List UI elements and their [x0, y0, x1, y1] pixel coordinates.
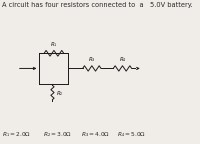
- Text: $R₁ = 2.0Ω$: $R₁ = 2.0Ω$: [2, 130, 32, 138]
- Text: $R₂$: $R₂$: [56, 89, 64, 96]
- Text: $R₂= 3.0 Ω$: $R₂= 3.0 Ω$: [43, 130, 72, 138]
- Text: $R₃= 4.0Ω$: $R₃= 4.0Ω$: [81, 130, 111, 138]
- Text: $R₃$: $R₃$: [88, 55, 96, 64]
- Text: $R₄= 5.0Ω$: $R₄= 5.0Ω$: [117, 130, 146, 138]
- Text: A circuit has four resistors connected to  a   5.0V battery.: A circuit has four resistors connected t…: [2, 2, 193, 8]
- Text: $R₄$: $R₄$: [119, 55, 126, 64]
- Text: $R₁$: $R₁$: [50, 40, 58, 48]
